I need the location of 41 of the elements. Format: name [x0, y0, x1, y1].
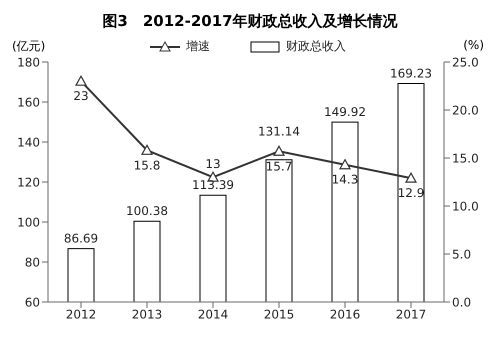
point — [339, 159, 351, 170]
data-label: 86.69 — [64, 232, 98, 246]
y-tick-label: 140 — [17, 135, 40, 150]
y2-axis-title: (%) — [463, 38, 484, 52]
x-tick-label: 2016 — [330, 308, 360, 322]
x-tick-label: 2013 — [132, 308, 162, 322]
data-label: 113.39 — [192, 178, 234, 192]
data-label: 15.7 — [266, 159, 292, 174]
y-tick-label: 100 — [17, 215, 40, 230]
y-tick-label: 60 — [24, 295, 40, 310]
data-label: 15.8 — [134, 158, 160, 172]
point — [405, 172, 417, 183]
x-tick-label: 2012 — [66, 308, 96, 322]
y-tick-label: 120 — [17, 175, 40, 190]
y-tick-label: 160 — [17, 95, 40, 110]
data-label: 131.14 — [258, 124, 300, 139]
y2-tick-label: 15.0 — [452, 151, 479, 166]
y2-tick-label: 25.0 — [452, 55, 479, 70]
x-tick-label: 2017 — [396, 308, 426, 322]
data-label: 23 — [73, 89, 89, 104]
legend-label: 增速 — [185, 38, 210, 55]
data-label: 149.92 — [324, 105, 366, 120]
data-label: 13 — [205, 157, 221, 172]
y-tick-label: 80 — [24, 255, 40, 270]
point — [273, 146, 285, 156]
legend-label: 财政总收入 — [285, 38, 346, 55]
data-label: 100.38 — [126, 204, 168, 218]
point — [75, 76, 87, 86]
y2-tick-label: 20.0 — [452, 103, 479, 118]
y-axis-title: (亿元) — [12, 38, 46, 55]
x-tick-label: 2015 — [264, 308, 294, 322]
point — [141, 144, 153, 155]
y2-tick-label: 0.0 — [452, 295, 472, 310]
y2-tick-label: 10.0 — [452, 199, 479, 214]
chart-title: 图3 2012-2017年财政总收入及增长情况 — [101, 11, 399, 32]
y2-tick-label: 5.0 — [452, 247, 472, 262]
data-label: 12.9 — [398, 186, 424, 200]
data-label: 169.23 — [390, 66, 432, 81]
x-tick-label: 2014 — [198, 308, 228, 322]
data-label: 14.3 — [332, 172, 358, 187]
y-tick-label: 180 — [17, 55, 40, 70]
